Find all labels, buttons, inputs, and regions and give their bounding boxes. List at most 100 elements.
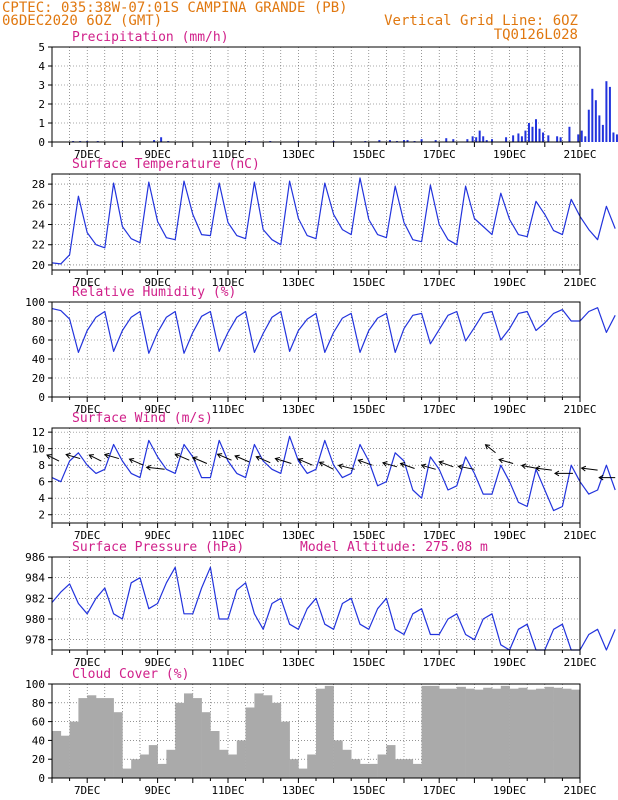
cloud-bar [263, 695, 273, 778]
wind-vector [234, 454, 250, 463]
cloud-bar [324, 685, 334, 778]
x-tick-label: 21DEC [563, 276, 596, 289]
precip-bar [475, 137, 478, 142]
precip-bar [587, 109, 590, 142]
precip-bar [406, 140, 409, 142]
wind-vector [297, 458, 313, 466]
y-tick-label: 100 [25, 678, 45, 691]
cloud-bar [342, 749, 352, 778]
cloud-bar [456, 686, 466, 778]
cloud-bar [571, 689, 581, 778]
x-tick-label: 19DEC [493, 148, 526, 161]
cloud-bar [289, 759, 299, 778]
x-tick-label: 13DEC [282, 656, 315, 669]
wind-vector [65, 452, 81, 460]
wind-frame [51, 427, 581, 524]
y-tick-label: 982 [25, 592, 45, 605]
y-tick-label: 4 [38, 60, 45, 73]
precip-bar [471, 136, 474, 142]
x-tick-label: 15DEC [352, 784, 385, 797]
precip-bar [485, 140, 488, 142]
x-tick-label: 17DEC [423, 403, 456, 416]
cloud-bar [307, 754, 317, 778]
y-tick-label: 24 [32, 219, 46, 232]
y-tick-label: 3 [38, 79, 45, 92]
x-tick-label: 21DEC [563, 784, 596, 797]
pressure-title: Surface Pressure (hPa) [72, 540, 244, 555]
x-tick-label: 9DEC [144, 529, 171, 542]
cloud-bar [78, 698, 88, 778]
precip-bar [584, 136, 587, 142]
precip-bar [591, 88, 594, 142]
wind-vector [382, 461, 398, 468]
precip-bar [388, 140, 391, 142]
x-tick-label: 13DEC [282, 784, 315, 797]
x-tick-label: 19DEC [493, 656, 526, 669]
wind-vector [420, 463, 436, 470]
y-tick-label: 22 [32, 239, 45, 252]
x-tick-label: 19DEC [493, 403, 526, 416]
cloud-bar [368, 763, 378, 778]
wind-vector [553, 470, 573, 477]
wind-panel: Surface Wind (m/s) 2 4 6 8 10 12 7DEC 9DEC 11DEC 1… [32, 411, 616, 542]
cloud-bar [245, 707, 255, 778]
wind-vector [145, 464, 165, 471]
pressure-panel: Surface Pressure (hPa) Model Altitude: 27… [25, 540, 616, 669]
precip-bar [542, 132, 545, 142]
x-tick-label: 13DEC [282, 276, 315, 289]
cloud-bar [536, 688, 546, 778]
wind-vector [580, 465, 598, 472]
x-tick-label: 13DEC [282, 529, 315, 542]
cloud-cover-panel: Cloud Cover (%) 0 20 40 60 80 100 7DEC 9DEC 11DEC… [25, 667, 596, 797]
cloud-bar [52, 731, 62, 778]
header-run-date: 06DEC2020 6OZ (GMT) [2, 13, 162, 29]
wind-vector [534, 465, 552, 472]
wind-series [51, 435, 616, 512]
x-tick-label: 13DEC [282, 148, 315, 161]
precip-bar [601, 124, 604, 142]
cloud-bar [544, 686, 554, 778]
header-grid-line: Vertical Grid Line: 6OZ [384, 13, 578, 29]
precip-bar [577, 134, 580, 142]
y-tick-label: 40 [32, 734, 45, 747]
precip-bar [452, 139, 455, 142]
y-tick-label: 980 [25, 613, 45, 626]
precip-bar [466, 139, 469, 142]
wind-vector [318, 461, 334, 470]
precip-bar [445, 138, 448, 142]
cloud-bar [104, 698, 114, 778]
precip-bar [547, 135, 550, 142]
y-tick-label: 10 [32, 443, 45, 456]
y-tick-label: 6 [38, 476, 45, 489]
x-tick-label: 7DEC [74, 656, 101, 669]
precip-bar [594, 100, 597, 142]
x-tick-label: 21DEC [563, 656, 596, 669]
cloud-bar [254, 693, 264, 778]
x-tick-label: 7DEC [74, 784, 101, 797]
precip-bar [378, 140, 381, 142]
x-tick-label: 17DEC [423, 276, 456, 289]
cloud-bar [184, 693, 194, 778]
cloud-bar [333, 740, 343, 778]
header-model-code: TQ0126L028 [494, 27, 578, 43]
y-tick-label: 1 [38, 117, 45, 130]
x-tick-label: 19DEC [493, 529, 526, 542]
y-tick-label: 986 [25, 551, 45, 564]
precip-bar [608, 86, 611, 142]
y-tick-label: 0 [38, 772, 45, 785]
y-tick-label: 0 [38, 136, 45, 149]
precipitation-panel: Precipitation (mm/h) 0 1 2 3 4 5 7DEC 9DEC 11DEC 1… [38, 30, 618, 161]
y-tick-label: 2 [38, 509, 45, 522]
humidity-frame [51, 301, 581, 398]
cloud-bar [360, 763, 370, 778]
cloud-bar [527, 689, 537, 778]
x-tick-label: 15DEC [352, 403, 385, 416]
cloud-bar [272, 702, 282, 778]
x-tick-label: 7DEC [74, 529, 101, 542]
precip-bar [527, 123, 530, 142]
cloud-bar [465, 688, 475, 778]
precip-bar [153, 140, 156, 142]
precip-bar [512, 135, 515, 142]
wind-vector [174, 453, 190, 461]
